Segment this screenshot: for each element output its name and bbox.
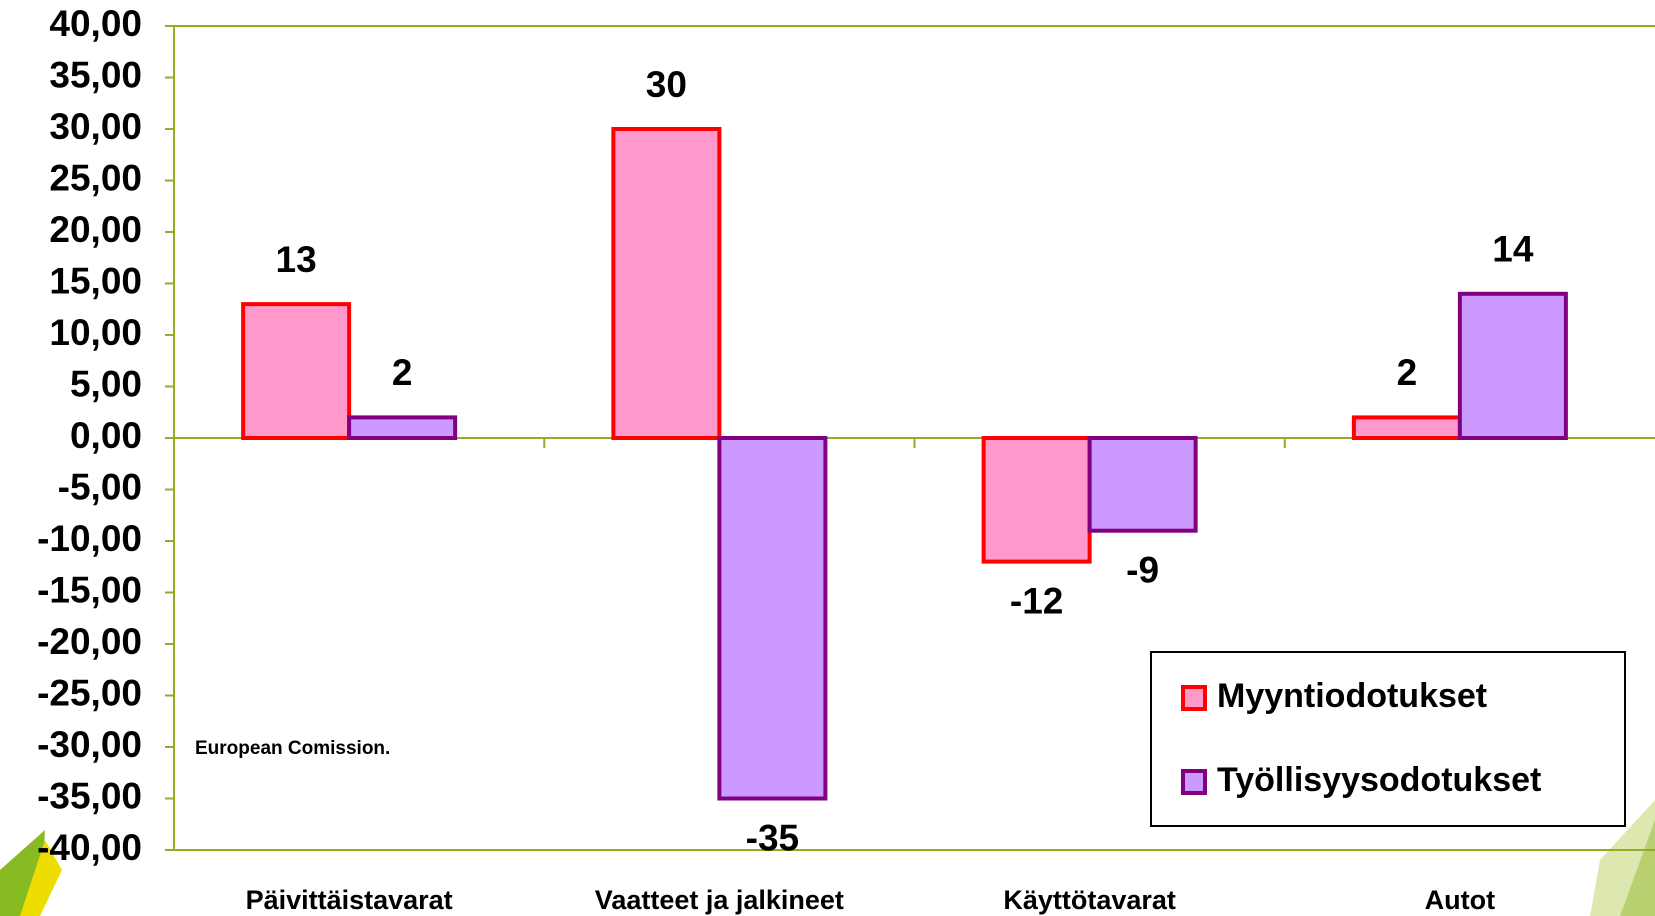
- y-tick-label: 35,00: [49, 54, 142, 95]
- source-note: European Comission.: [195, 738, 390, 759]
- data-label: -12: [1010, 580, 1063, 621]
- chart: European Comission. -40,00 -35,00 -30,00 -2…: [0, 0, 1655, 916]
- x-tick-label: Autot: [1425, 885, 1495, 915]
- y-tick-label: 40,00: [49, 3, 142, 44]
- legend-swatch: [1183, 687, 1205, 709]
- bar: [984, 438, 1090, 562]
- data-label: 30: [646, 64, 687, 105]
- bar: [719, 438, 825, 799]
- y-tick-label: -15,00: [37, 569, 142, 610]
- data-label: -35: [746, 817, 799, 858]
- bar: [1090, 438, 1196, 531]
- data-label: 14: [1492, 229, 1534, 270]
- data-label: 2: [392, 352, 413, 393]
- data-label: -9: [1126, 549, 1159, 590]
- bar: [349, 417, 455, 438]
- x-tick-label: Vaatteet ja jalkineet: [595, 885, 844, 915]
- bar: [613, 129, 719, 438]
- y-tick-label: 30,00: [49, 106, 142, 147]
- y-tick-label: -10,00: [37, 518, 142, 559]
- y-tick-label: 20,00: [49, 209, 142, 250]
- legend-label: Työllisyysodotukset: [1217, 761, 1541, 799]
- y-tick-label: 5,00: [70, 363, 142, 404]
- y-tick-label: -5,00: [58, 466, 142, 507]
- bar: [243, 304, 349, 438]
- y-tick-label: 15,00: [49, 260, 142, 301]
- x-tick-label: Päivittäistavarat: [246, 885, 453, 915]
- y-tick-label: -35,00: [37, 775, 142, 816]
- bar: [1354, 417, 1460, 438]
- y-tick-label: -40,00: [37, 827, 142, 868]
- bar: [1460, 294, 1566, 438]
- y-tick-label: 10,00: [49, 312, 142, 353]
- data-label: 2: [1397, 352, 1418, 393]
- y-tick-label: 25,00: [49, 157, 142, 198]
- legend-swatch: [1183, 771, 1205, 793]
- y-tick-label: -20,00: [37, 621, 142, 662]
- x-tick-label: Käyttötavarat: [1003, 885, 1176, 915]
- y-tick-label: -25,00: [37, 672, 142, 713]
- y-tick-label: -30,00: [37, 724, 142, 765]
- legend-label: Myyntiodotukset: [1217, 677, 1487, 715]
- data-label: 13: [276, 239, 317, 280]
- y-tick-label: 0,00: [70, 415, 142, 456]
